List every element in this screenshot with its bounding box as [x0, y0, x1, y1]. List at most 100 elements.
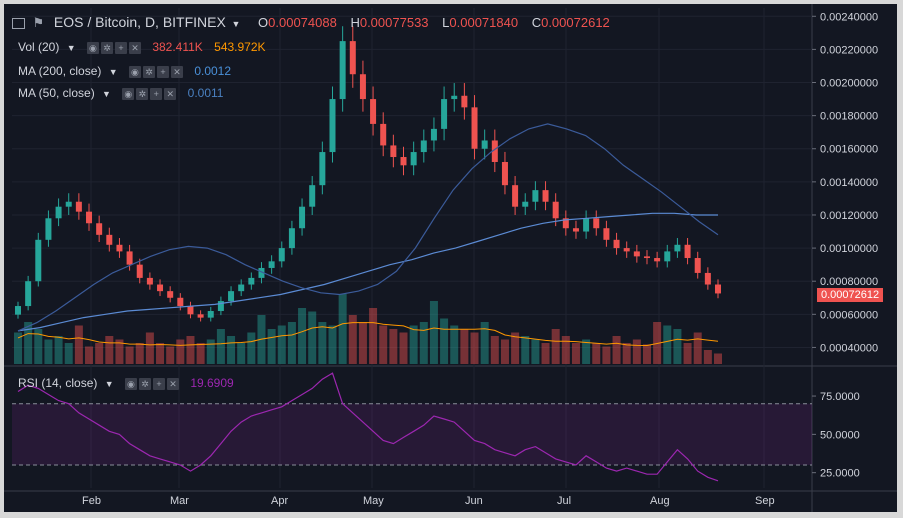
candle-body — [715, 284, 721, 294]
volume-bar — [399, 332, 408, 364]
volume-bar — [287, 322, 296, 364]
indicator-vol-label[interactable]: Vol (20) — [18, 40, 60, 54]
candle-body — [238, 284, 245, 292]
ohlc-low: 0.00071840 — [449, 15, 519, 30]
indicator-ma50[interactable]: MA (50, close) ▼ ◉ ✲ + ✕ 0.0011 — [18, 86, 223, 100]
volume-bar — [206, 339, 215, 364]
ma50-value: 0.0011 — [187, 86, 224, 100]
ohlc-high: 0.00077533 — [359, 15, 429, 30]
plus-icon[interactable]: + — [150, 87, 163, 100]
candle-body — [25, 281, 32, 307]
volume-bar — [551, 329, 560, 364]
volume-bar — [338, 294, 347, 364]
candle-body — [674, 244, 681, 252]
rsi-tick-label: 25.0000 — [820, 468, 860, 480]
volume-bar — [673, 329, 682, 364]
rsi-line — [17, 372, 719, 482]
price-tick-label: 0.00100000 — [820, 243, 878, 255]
price-tick-label: 0.00080000 — [820, 276, 878, 288]
volume-bar — [348, 315, 357, 364]
candle-body — [532, 190, 539, 202]
volume-bar — [216, 329, 225, 364]
candle-body — [157, 284, 164, 292]
volume-bar — [511, 332, 520, 364]
eye-icon[interactable]: ◉ — [128, 65, 141, 78]
chart-frame: 0.00240000 0.00220000 0.00200000 0.00180000… — [4, 4, 897, 512]
candle-body — [136, 264, 143, 278]
volume-bar — [358, 322, 367, 364]
volume-bar — [582, 339, 591, 364]
plus-icon[interactable]: + — [114, 41, 127, 54]
candle-body — [420, 140, 427, 153]
indicator-ma200-label[interactable]: MA (200, close) — [18, 64, 102, 78]
volume-bar — [561, 336, 570, 364]
candle-body — [583, 218, 590, 232]
chevron-down-icon[interactable]: ▼ — [231, 19, 241, 29]
candle-body — [146, 277, 153, 285]
chart-canvas[interactable]: 0.00240000 0.00220000 0.00200000 0.00180000… — [4, 4, 897, 512]
volume-bar — [135, 343, 144, 364]
close-icon[interactable]: ✕ — [166, 377, 179, 390]
eye-icon[interactable]: ◉ — [124, 377, 137, 390]
chevron-down-icon[interactable]: ▼ — [102, 89, 111, 99]
candle-body — [167, 291, 174, 298]
eye-icon[interactable]: ◉ — [122, 87, 135, 100]
candle-body — [664, 251, 671, 262]
close-icon[interactable]: ✕ — [170, 65, 183, 78]
volume-bar — [176, 339, 185, 364]
volume-bar — [541, 343, 550, 364]
candle-body — [654, 258, 661, 262]
time-tick-label: Sep — [755, 495, 775, 507]
rsi-band — [12, 403, 812, 466]
chevron-down-icon[interactable]: ▼ — [104, 379, 114, 389]
eye-icon[interactable]: ◉ — [86, 41, 99, 54]
plus-icon[interactable]: + — [156, 65, 169, 78]
chevron-down-icon[interactable]: ▼ — [66, 43, 76, 53]
close-icon[interactable]: ✕ — [128, 41, 141, 54]
candle-body — [400, 157, 407, 166]
volume-bar — [642, 344, 651, 364]
flag-icon[interactable]: ⚑ — [32, 15, 45, 30]
gear-icon[interactable]: ✲ — [138, 377, 151, 390]
candle-body — [471, 107, 478, 149]
candle-body — [339, 41, 346, 100]
volume-bar — [632, 339, 641, 364]
indicator-rsi[interactable]: RSI (14, close) ▼ ◉ ✲ + ✕ 19.6909 — [18, 376, 234, 390]
indicator-vol[interactable]: Vol (20) ▼ ◉ ✲ + ✕ 382.411K 543.972K — [18, 40, 266, 54]
candle-body — [643, 256, 650, 259]
volume-bar — [14, 332, 22, 364]
indicator-ma200[interactable]: MA (200, close) ▼ ◉ ✲ + ✕ 0.0012 — [18, 64, 231, 78]
volume-bar — [663, 325, 672, 364]
rsi-value: 19.6909 — [190, 376, 234, 390]
ma50-line — [17, 123, 719, 332]
collapse-icon[interactable] — [12, 18, 25, 30]
time-tick-label: Apr — [271, 495, 288, 507]
gear-icon[interactable]: ✲ — [100, 41, 113, 54]
indicator-rsi-label[interactable]: RSI (14, close) — [18, 376, 98, 390]
gear-icon[interactable]: ✲ — [142, 65, 155, 78]
indicator-ma50-label[interactable]: MA (50, close) — [18, 86, 95, 100]
volume-bar — [277, 325, 286, 364]
volume-bar — [500, 339, 509, 364]
close-icon[interactable]: ✕ — [164, 87, 177, 100]
chevron-down-icon[interactable]: ▼ — [108, 67, 118, 77]
plus-icon[interactable]: + — [152, 377, 165, 390]
candle-body — [441, 99, 448, 129]
symbol-title[interactable]: EOS / Bitcoin, D, BITFINEX — [53, 14, 226, 30]
volume-bar — [450, 325, 459, 364]
time-tick-label: Aug — [650, 495, 670, 507]
candle-body — [522, 201, 529, 207]
candle-body — [177, 297, 184, 307]
volume-bar — [44, 339, 53, 364]
candle-body — [278, 248, 285, 262]
candle-body — [349, 41, 356, 75]
candle-body — [248, 277, 255, 285]
price-tick-label: 0.00120000 — [820, 210, 878, 222]
candle-body — [491, 140, 498, 162]
vol-value: 382.411K — [152, 40, 203, 54]
candle-body — [704, 272, 711, 285]
volume-bar — [74, 325, 83, 364]
gear-icon[interactable]: ✲ — [136, 87, 149, 100]
candle-body — [116, 244, 123, 252]
candle-body — [288, 228, 295, 249]
